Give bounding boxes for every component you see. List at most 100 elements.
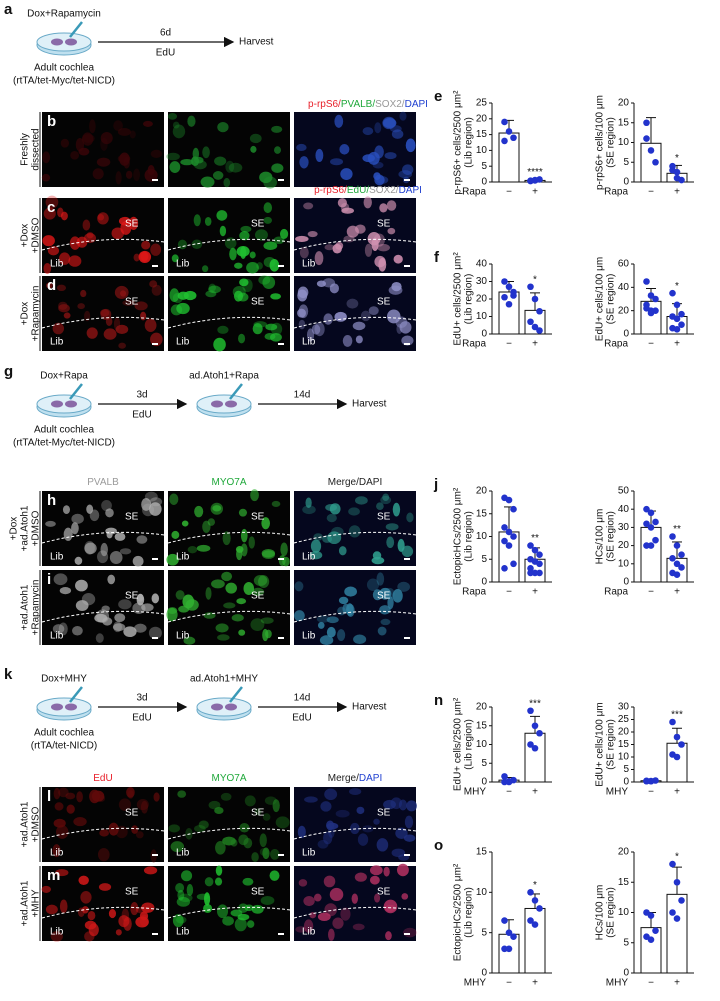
dish-label: Adult cochlea bbox=[34, 425, 94, 436]
y-tick-label: 15 bbox=[476, 508, 488, 519]
cell bbox=[203, 892, 211, 906]
cell bbox=[58, 301, 68, 310]
channel-name: MYO7A bbox=[211, 477, 246, 488]
condition-label: +MHY bbox=[31, 889, 42, 917]
cell bbox=[295, 926, 307, 933]
cell bbox=[378, 257, 387, 272]
data-point bbox=[669, 162, 676, 170]
channel-name: DAPI bbox=[359, 773, 382, 784]
cell bbox=[76, 791, 83, 803]
y-tick-label: 10 bbox=[476, 145, 488, 156]
cell bbox=[196, 544, 211, 552]
data-point bbox=[652, 518, 659, 526]
region-label: Lib bbox=[50, 631, 64, 642]
cell bbox=[215, 841, 226, 855]
y-label: (SE region) bbox=[606, 274, 617, 325]
scale-bar bbox=[404, 343, 410, 345]
data-point bbox=[673, 326, 681, 333]
y-tick-label: 0 bbox=[623, 777, 629, 788]
region-label: Lib bbox=[176, 337, 190, 348]
cell bbox=[150, 243, 162, 256]
cell bbox=[73, 817, 87, 827]
region-label: Lib bbox=[50, 259, 64, 270]
category-label: + bbox=[532, 587, 538, 598]
cell bbox=[253, 575, 268, 586]
cell bbox=[260, 617, 274, 624]
boundary bbox=[167, 610, 291, 623]
cell bbox=[45, 904, 58, 915]
category-label: − bbox=[648, 978, 654, 989]
cell bbox=[379, 587, 392, 600]
y-tick-label: 15 bbox=[476, 720, 488, 731]
cell bbox=[224, 237, 237, 249]
panel-label: m bbox=[47, 867, 60, 884]
y-tick-label: 40 bbox=[618, 504, 630, 515]
treatment: Dox+Rapa bbox=[40, 371, 88, 382]
cell bbox=[198, 820, 209, 829]
below-label: EdU bbox=[156, 48, 175, 59]
cell bbox=[60, 138, 70, 148]
data-point bbox=[647, 777, 655, 785]
cell bbox=[211, 579, 225, 589]
data-point bbox=[673, 733, 681, 741]
cell bbox=[43, 262, 52, 275]
cell bbox=[54, 802, 64, 811]
dish-label: Adult cochlea bbox=[34, 63, 94, 74]
x-label: MHY bbox=[464, 978, 487, 989]
panel-label: f bbox=[434, 249, 440, 266]
y-tick-label: 15 bbox=[618, 117, 630, 128]
data-point bbox=[505, 777, 513, 785]
condition-label: Freshly bbox=[20, 133, 31, 166]
cell bbox=[272, 799, 280, 813]
cell bbox=[118, 798, 132, 811]
tissue bbox=[225, 703, 237, 711]
data-point bbox=[678, 310, 685, 318]
cell bbox=[56, 284, 67, 292]
cell bbox=[208, 800, 221, 810]
cell bbox=[133, 253, 140, 262]
cell bbox=[265, 323, 278, 331]
cell bbox=[372, 161, 384, 169]
data-point bbox=[536, 905, 543, 912]
cell bbox=[337, 629, 346, 642]
cell bbox=[271, 163, 284, 173]
cell bbox=[193, 214, 201, 227]
cell bbox=[302, 505, 316, 515]
data-point bbox=[505, 945, 513, 953]
genotype: (rtTA/tet-Myc/tet-NICD) bbox=[13, 438, 115, 449]
channel-name: SOX2/ bbox=[369, 185, 399, 196]
boundary bbox=[41, 531, 165, 544]
cell bbox=[105, 527, 117, 535]
cell bbox=[225, 582, 238, 594]
cell bbox=[372, 589, 383, 601]
cell bbox=[239, 231, 250, 241]
data-point bbox=[673, 915, 681, 922]
cell bbox=[399, 111, 407, 121]
cell bbox=[342, 335, 353, 347]
cell bbox=[323, 875, 336, 888]
cell bbox=[136, 799, 149, 811]
data-point bbox=[510, 505, 517, 513]
channel-header: p-rpS6/PVALB/SOX2/DAPI bbox=[308, 99, 428, 110]
cell bbox=[259, 833, 267, 848]
cell bbox=[259, 171, 273, 184]
condition-label: +ad.Atoh1 bbox=[20, 880, 31, 926]
cell bbox=[113, 120, 123, 132]
cell bbox=[271, 500, 281, 508]
data-point bbox=[531, 546, 539, 554]
cell bbox=[377, 626, 387, 636]
cell bbox=[383, 118, 397, 129]
cell bbox=[45, 282, 53, 289]
x-label: MHY bbox=[464, 787, 487, 798]
cell bbox=[364, 243, 373, 257]
region-label: SE bbox=[251, 512, 265, 523]
region-label: Lib bbox=[176, 259, 190, 270]
cell bbox=[77, 303, 85, 310]
data-point bbox=[531, 176, 539, 184]
cell bbox=[82, 219, 91, 231]
cell bbox=[280, 542, 288, 557]
micrograph bbox=[294, 570, 416, 645]
data-point bbox=[505, 496, 513, 504]
below-label: EdU bbox=[132, 410, 151, 421]
cell bbox=[354, 872, 367, 882]
